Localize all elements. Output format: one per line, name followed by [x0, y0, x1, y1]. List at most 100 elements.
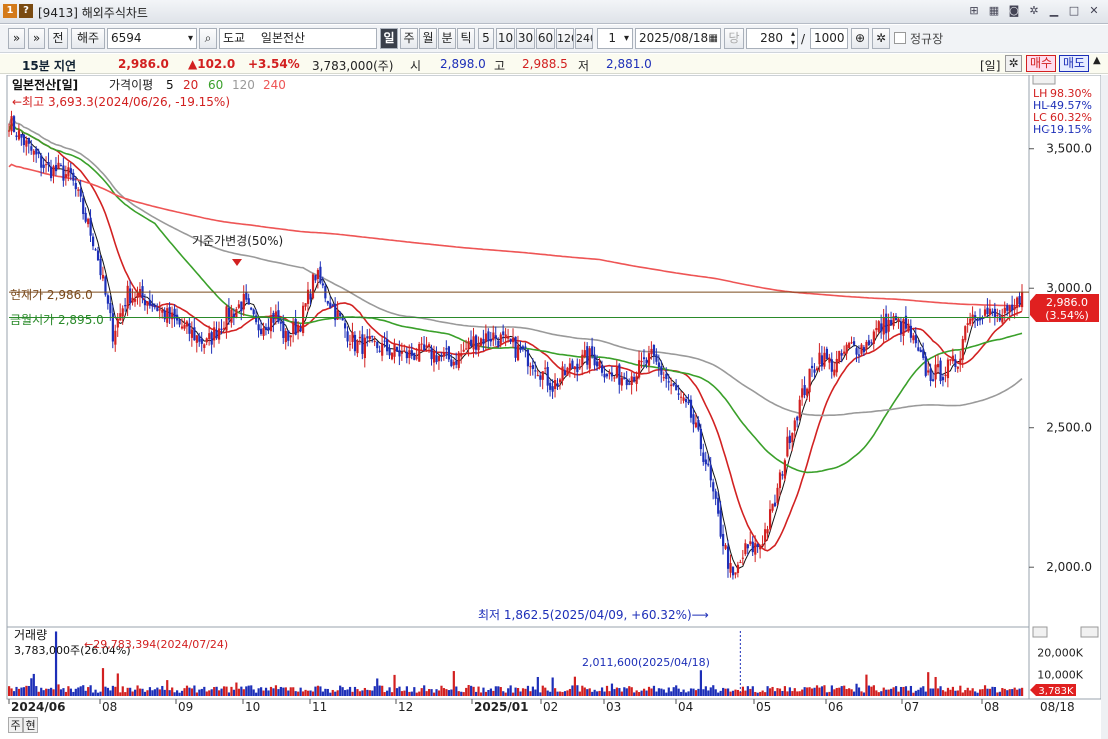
candle-body — [704, 459, 707, 465]
candle-body — [366, 336, 369, 339]
bottom-tab-current[interactable]: 현 — [23, 717, 38, 733]
period-minute-tab[interactable]: 분 — [438, 28, 456, 49]
regular-hours-checkbox[interactable] — [894, 32, 906, 44]
count-input[interactable]: 280 ▴ ▾ — [746, 28, 798, 49]
x-axis-label: 08 — [102, 700, 117, 714]
volume-bar — [852, 691, 856, 696]
prev-button[interactable]: 전 — [48, 28, 68, 49]
volume-bar — [79, 686, 82, 696]
scroll-icon[interactable]: ▲ — [1093, 55, 1101, 66]
stat-hc-label: HC — [1033, 123, 1049, 136]
volume-bar — [618, 688, 621, 696]
zoom-icon[interactable]: ⊕ — [851, 28, 869, 49]
close-icon[interactable]: ✕ — [1089, 4, 1099, 17]
period-week-tab[interactable]: 주 — [400, 28, 418, 49]
market-select[interactable]: 해주 — [71, 28, 105, 49]
volume-bar — [1011, 689, 1014, 696]
stepper-icon[interactable]: ▴ ▾ — [790, 29, 795, 47]
buy-button[interactable]: 매수 — [1026, 55, 1057, 72]
stat-lc-value: 60.32% — [1050, 111, 1092, 124]
candle-body — [35, 148, 38, 155]
candle-body — [561, 366, 564, 381]
volume-bar — [351, 691, 354, 696]
collapse-button[interactable]: » — [28, 28, 45, 49]
minute-10-button[interactable]: 10 — [496, 28, 515, 49]
period-tag[interactable]: [일] — [980, 59, 1001, 73]
candle-body — [806, 388, 809, 396]
legend-ma-20: 20 — [183, 78, 198, 92]
volume-bar — [786, 691, 789, 696]
volume-bar — [141, 688, 144, 696]
volume-bar — [460, 691, 463, 696]
camera-icon[interactable]: ◙ — [1008, 4, 1020, 17]
interval-select[interactable]: 1 ▾ — [597, 28, 633, 49]
volume-bar — [665, 692, 668, 696]
current-button[interactable]: 당 — [724, 28, 744, 49]
link-icon[interactable]: ⊞ — [969, 4, 979, 17]
candle-body — [210, 332, 213, 345]
candle-body — [870, 342, 873, 344]
volume-bar — [400, 691, 404, 696]
candle-body — [702, 452, 705, 462]
candle-body — [541, 371, 544, 380]
volume-bar — [381, 685, 384, 696]
max-count-input[interactable]: 1000 — [810, 28, 848, 49]
volume-bar — [862, 692, 866, 696]
period-tick-tab[interactable]: 틱 — [457, 28, 475, 49]
volume-bar — [470, 685, 473, 696]
volume-bar — [959, 685, 962, 696]
code-input[interactable]: 6594 ▾ — [107, 28, 197, 49]
settings-gear-icon[interactable]: ✲ — [872, 28, 890, 49]
candle-body — [62, 165, 65, 181]
volume-bar — [109, 690, 112, 696]
minute-60-button[interactable]: 60 — [536, 28, 555, 49]
candle-body — [623, 378, 626, 380]
gear-icon[interactable]: ✲ — [1029, 4, 1039, 17]
minute-240-button[interactable]: 240 — [575, 28, 593, 49]
candle-body — [368, 336, 371, 340]
volume-panel-toggle-icon[interactable] — [1032, 626, 1048, 638]
candle-body — [556, 383, 559, 387]
candle-body — [425, 345, 428, 348]
volume-bar — [524, 688, 527, 696]
volume-bar — [828, 691, 831, 696]
stats-box: LH 98.30% HL -49.57% LC 60.32% HC -19.15… — [1033, 87, 1092, 136]
minute-5-button[interactable]: 5 — [478, 28, 494, 49]
volume-bar — [638, 692, 641, 696]
minimize-icon[interactable]: ▁ — [1049, 4, 1059, 17]
price-chart[interactable]: 3,500.0 3,000.0 2,500.0 2,000.0 20,000K 10,00… — [0, 75, 1108, 739]
copy-icon[interactable]: ▦ — [988, 4, 1000, 17]
volume-bar — [87, 687, 90, 696]
candle-body — [250, 307, 253, 310]
volume-bar — [54, 631, 58, 696]
help-icon[interactable]: ? — [19, 4, 33, 18]
candle-body — [719, 510, 722, 537]
maximize-icon[interactable]: □ — [1068, 4, 1080, 17]
volume-bar — [74, 688, 77, 696]
bottom-tab-stock[interactable]: 주 — [8, 717, 23, 733]
sell-button[interactable]: 매도 — [1059, 55, 1090, 72]
period-day-tab[interactable]: 일 — [380, 28, 398, 49]
candle-body — [840, 353, 843, 356]
chevron-down-icon[interactable]: ▾ — [623, 33, 629, 44]
count-value: 280 — [760, 31, 783, 45]
window-number-badge[interactable]: 1 — [3, 4, 17, 18]
minute-120-button[interactable]: 120 — [556, 28, 574, 49]
candle-body — [470, 339, 473, 347]
volume-bar — [272, 688, 275, 696]
period-month-tab[interactable]: 월 — [419, 28, 437, 49]
volume-bar — [796, 691, 799, 696]
candle-body — [734, 572, 737, 575]
scrollbar[interactable] — [1101, 75, 1108, 739]
expand-button[interactable]: » — [8, 28, 25, 49]
calendar-icon[interactable]: ▦ — [708, 33, 718, 44]
volume-panel-menu-icon[interactable] — [1080, 626, 1099, 638]
price-panel-toggle-icon[interactable] — [1032, 75, 1056, 85]
chevron-down-icon[interactable]: ▾ — [187, 33, 193, 44]
candle-body — [689, 399, 693, 418]
candle-body — [336, 310, 339, 320]
date-input[interactable]: 2025/08/18 ▦ — [635, 28, 721, 49]
chart-settings-icon[interactable]: ✲ — [1005, 55, 1022, 72]
search-icon[interactable]: ⌕ — [199, 28, 217, 49]
minute-30-button[interactable]: 30 — [516, 28, 535, 49]
